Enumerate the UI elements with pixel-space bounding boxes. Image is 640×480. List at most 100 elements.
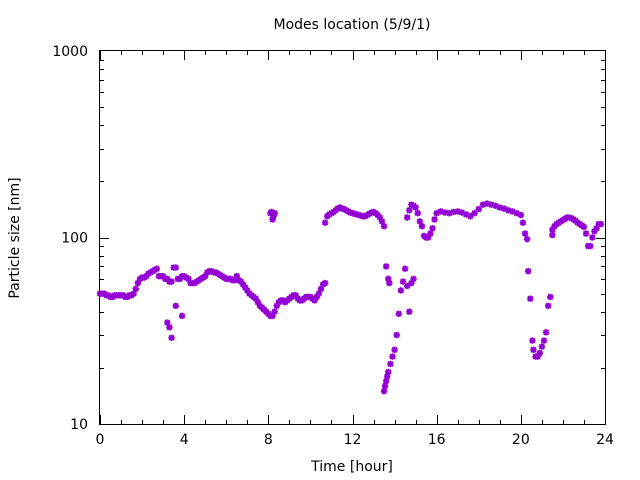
data-point [271, 209, 278, 217]
data-point [488, 201, 495, 208]
data-point [523, 235, 531, 243]
data-point [429, 225, 436, 232]
y-tick-label: 1000 [52, 44, 88, 60]
data-point [591, 228, 598, 235]
data-point [450, 208, 457, 216]
data-point [385, 368, 392, 376]
data-point [378, 218, 386, 225]
data-point [414, 209, 421, 217]
data-point [505, 207, 512, 214]
data-point [153, 265, 161, 272]
data-point [483, 200, 491, 207]
data-point [382, 263, 390, 270]
data-point [471, 209, 478, 217]
data-point [178, 312, 186, 320]
data-point [239, 281, 247, 288]
data-point [412, 204, 419, 211]
data-point [292, 292, 299, 299]
data-point [233, 273, 240, 280]
data-point [185, 275, 192, 283]
data-point [427, 230, 434, 237]
data-point [381, 382, 389, 390]
data-point [496, 204, 503, 211]
data-point [241, 284, 249, 291]
data-point [408, 279, 415, 287]
data-point [202, 273, 209, 280]
data-point [462, 211, 470, 218]
x-axis: 0 4 8 12 16 20 24 [96, 51, 614, 448]
data-point [544, 302, 552, 310]
data-point [385, 275, 392, 283]
data-point [406, 308, 413, 315]
data-point [231, 277, 238, 284]
data-point [237, 278, 245, 285]
data-point [313, 293, 320, 301]
data-point [401, 265, 409, 272]
x-tick-label: 16 [428, 432, 446, 448]
x-tick-label: 4 [180, 432, 189, 448]
data-point [134, 279, 142, 287]
data-point [270, 213, 277, 220]
data-point [542, 329, 550, 336]
data-point [467, 213, 474, 220]
data-point [317, 285, 325, 293]
data-point [431, 216, 438, 223]
data-point [492, 202, 499, 209]
y-axis-title: Particle size [nm] [7, 177, 23, 298]
plot-area [99, 50, 606, 425]
x-tick-label: 8 [264, 432, 273, 448]
data-point [479, 201, 487, 208]
data-point [391, 346, 398, 353]
data-point [321, 219, 329, 226]
data-point [389, 353, 396, 360]
data-point [454, 208, 461, 215]
data-point [536, 349, 543, 357]
data-point [425, 234, 432, 241]
chart-title: Modes location (5/9/1) [274, 17, 431, 33]
data-point [380, 222, 388, 230]
data-point [321, 279, 329, 287]
data-point [168, 278, 175, 285]
data-points [96, 200, 604, 395]
data-point [395, 310, 402, 317]
x-tick-label: 0 [96, 432, 105, 448]
data-point [244, 287, 251, 294]
data-point [547, 293, 554, 301]
data-point [386, 279, 393, 287]
data-point [172, 264, 179, 271]
data-point [130, 290, 137, 297]
data-point [437, 208, 445, 215]
data-point [168, 334, 175, 341]
data-point [311, 297, 318, 304]
data-point [406, 207, 413, 214]
data-point [271, 308, 278, 315]
data-point [538, 343, 546, 350]
x-axis-title: Time [hour] [310, 459, 393, 475]
data-point [593, 225, 600, 232]
data-point [433, 209, 440, 217]
data-point [315, 290, 323, 297]
data-point [582, 230, 590, 237]
data-point [509, 208, 516, 215]
data-point [404, 282, 411, 290]
data-point [268, 208, 275, 216]
data-point [273, 302, 280, 310]
y-axis: 10 100 1000 [52, 44, 605, 433]
data-point [164, 275, 171, 283]
data-point [166, 324, 173, 331]
data-point [517, 211, 525, 219]
data-point [549, 226, 556, 233]
data-point [380, 387, 388, 395]
data-point [132, 285, 139, 293]
data-point [172, 302, 179, 310]
data-point [252, 295, 259, 302]
data-point [164, 319, 171, 326]
data-point [269, 216, 276, 223]
data-point [589, 234, 596, 241]
data-point [534, 353, 541, 360]
y-tick-label: 100 [61, 231, 88, 247]
data-point [458, 209, 466, 216]
data-point [549, 231, 556, 239]
data-point [397, 287, 405, 294]
x-tick-label: 12 [344, 432, 362, 448]
